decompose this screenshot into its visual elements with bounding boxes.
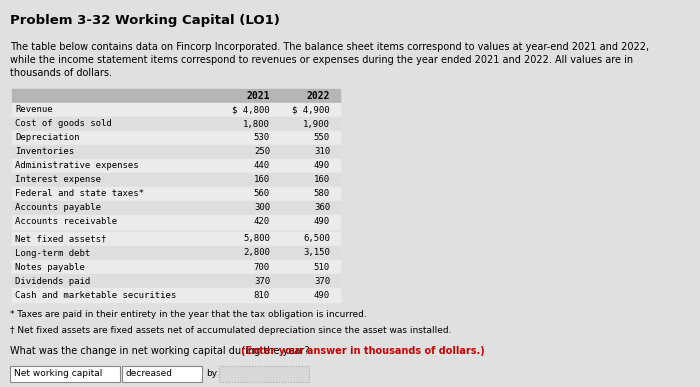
Text: 6,500: 6,500 xyxy=(303,235,330,243)
Bar xyxy=(12,187,340,201)
Text: † Net fixed assets are fixed assets net of accumulated depreciation since the as: † Net fixed assets are fixed assets net … xyxy=(10,326,452,335)
Text: Depreciation: Depreciation xyxy=(15,134,80,142)
Text: 580: 580 xyxy=(314,190,330,199)
Bar xyxy=(219,366,309,382)
FancyBboxPatch shape xyxy=(122,366,202,382)
Bar xyxy=(12,260,340,274)
Text: (Enter your answer in thousands of dollars.): (Enter your answer in thousands of dolla… xyxy=(241,346,484,356)
Text: Administrative expenses: Administrative expenses xyxy=(15,161,139,171)
Text: Cash and marketable securities: Cash and marketable securities xyxy=(15,291,176,300)
Text: 440: 440 xyxy=(254,161,270,171)
Text: The table below contains data on Fincorp Incorporated. The balance sheet items c: The table below contains data on Fincorp… xyxy=(10,42,649,52)
Bar xyxy=(12,274,340,288)
Text: Net fixed assets†: Net fixed assets† xyxy=(15,235,106,243)
Text: 510: 510 xyxy=(314,262,330,272)
Text: 250: 250 xyxy=(254,147,270,156)
Bar xyxy=(12,159,340,173)
Text: 560: 560 xyxy=(254,190,270,199)
Text: $ 4,900: $ 4,900 xyxy=(293,106,330,115)
Text: by: by xyxy=(206,370,217,378)
Text: Cost of goods sold: Cost of goods sold xyxy=(15,120,112,128)
Text: 370: 370 xyxy=(254,276,270,286)
Bar xyxy=(12,246,340,260)
Bar xyxy=(12,288,340,302)
Text: Accounts payable: Accounts payable xyxy=(15,204,101,212)
Text: Long-term debt: Long-term debt xyxy=(15,248,90,257)
Text: Revenue: Revenue xyxy=(15,106,52,115)
FancyBboxPatch shape xyxy=(10,366,120,382)
Text: 2,800: 2,800 xyxy=(243,248,270,257)
Text: 1,900: 1,900 xyxy=(303,120,330,128)
Bar xyxy=(12,131,340,145)
Text: 300: 300 xyxy=(254,204,270,212)
Text: 360: 360 xyxy=(314,204,330,212)
Text: Net working capital: Net working capital xyxy=(14,370,102,378)
Text: Dividends paid: Dividends paid xyxy=(15,276,90,286)
Text: thousands of dollars.: thousands of dollars. xyxy=(10,68,112,78)
Text: 2022: 2022 xyxy=(307,91,330,101)
Bar xyxy=(12,201,340,215)
Text: 1,800: 1,800 xyxy=(243,120,270,128)
Text: What was the change in net working capital during the year?: What was the change in net working capit… xyxy=(10,346,313,356)
Bar xyxy=(12,215,340,229)
Text: 2021: 2021 xyxy=(246,91,270,101)
Text: 490: 490 xyxy=(314,291,330,300)
Text: Inventories: Inventories xyxy=(15,147,74,156)
Text: 3,150: 3,150 xyxy=(303,248,330,257)
Text: decreased: decreased xyxy=(126,370,173,378)
Text: 420: 420 xyxy=(254,217,270,226)
Bar xyxy=(12,173,340,187)
Text: 160: 160 xyxy=(314,175,330,185)
Bar xyxy=(12,145,340,159)
Bar xyxy=(12,117,340,131)
Text: 5,800: 5,800 xyxy=(243,235,270,243)
Text: while the income statement items correspond to revenues or expenses during the y: while the income statement items corresp… xyxy=(10,55,633,65)
Bar xyxy=(12,103,340,117)
Text: 810: 810 xyxy=(254,291,270,300)
Bar xyxy=(12,89,340,103)
Text: 700: 700 xyxy=(254,262,270,272)
Text: Federal and state taxes*: Federal and state taxes* xyxy=(15,190,144,199)
Text: $ 4,800: $ 4,800 xyxy=(232,106,270,115)
Text: 370: 370 xyxy=(314,276,330,286)
Text: Notes payable: Notes payable xyxy=(15,262,85,272)
Text: * Taxes are paid in their entirety in the year that the tax obligation is incurr: * Taxes are paid in their entirety in th… xyxy=(10,310,367,319)
Text: 160: 160 xyxy=(254,175,270,185)
Text: Interest expense: Interest expense xyxy=(15,175,101,185)
Text: 530: 530 xyxy=(254,134,270,142)
Text: 310: 310 xyxy=(314,147,330,156)
Bar xyxy=(12,232,340,246)
Text: Problem 3-32 Working Capital (LO1): Problem 3-32 Working Capital (LO1) xyxy=(10,14,280,27)
Text: 550: 550 xyxy=(314,134,330,142)
Text: 490: 490 xyxy=(314,217,330,226)
Text: Accounts receivable: Accounts receivable xyxy=(15,217,117,226)
Text: 490: 490 xyxy=(314,161,330,171)
